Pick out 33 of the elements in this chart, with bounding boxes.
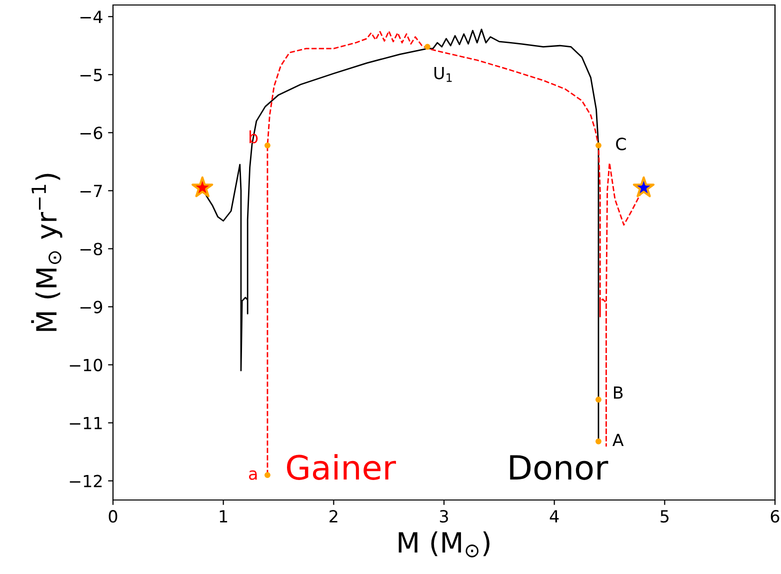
annotation: A <box>612 434 624 446</box>
point <box>596 396 602 403</box>
x-tick-label: 0 <box>108 510 118 523</box>
annotation: C <box>616 138 626 150</box>
y-tick-label: −9 <box>80 300 102 314</box>
y-tick-label: −8 <box>80 242 102 256</box>
y-tick-label: −11 <box>70 417 102 430</box>
annotation: U$_{1}$ <box>434 66 452 82</box>
point <box>264 472 270 478</box>
x-tick-label: 6 <box>770 510 780 523</box>
annotation: B <box>614 386 623 399</box>
y-tick-label: −4 <box>80 10 102 23</box>
point <box>596 142 602 148</box>
y-tick-label: −5 <box>80 68 102 82</box>
y-tick-label: −6 <box>80 126 102 140</box>
point <box>264 142 270 148</box>
x-tick-label: 1 <box>220 510 228 522</box>
point <box>192 176 214 198</box>
x-axis-title: M (M$_{⊙}$) <box>398 531 490 558</box>
x-tick-label: 2 <box>330 510 338 522</box>
y-tick-label: −12 <box>70 474 102 488</box>
series-label: Gainer <box>286 454 396 480</box>
annotation: a <box>249 470 257 480</box>
point <box>424 44 430 50</box>
y-tick-label: −10 <box>70 358 102 372</box>
series-label: Donor <box>510 455 608 480</box>
y-tick-label: −7 <box>80 184 102 198</box>
point <box>632 176 655 198</box>
x-tick-label: 5 <box>660 510 669 523</box>
y-axis-title: Ṁ (M$_{⊙}$ yr$^{−1}$) <box>31 174 62 331</box>
x-tick-label: 4 <box>550 510 559 522</box>
x-tick-label: 3 <box>440 510 448 523</box>
point <box>596 438 602 444</box>
